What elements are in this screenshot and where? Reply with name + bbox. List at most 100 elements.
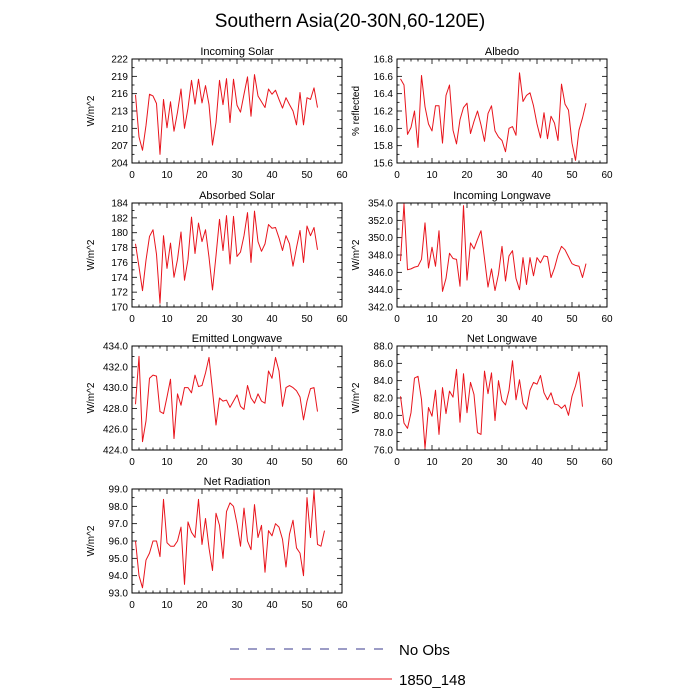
x-tick-label: 0 [394,457,400,468]
x-tick-label: 60 [336,600,348,611]
y-tick-label: 430.0 [103,383,128,394]
y-tick-label: 172 [111,288,128,299]
x-tick-label: 40 [531,457,543,468]
y-tick-label: 354.0 [368,199,393,210]
x-tick-label: 10 [426,170,438,181]
panel-title-incoming-solar: Incoming Solar [200,46,274,58]
x-tick-label: 10 [161,314,173,325]
panel-title-incoming-longwave: Incoming Longwave [453,190,551,202]
x-tick-label: 40 [531,170,543,181]
series-line-1850-148-albedo [400,72,587,161]
panel-title-net-longwave: Net Longwave [467,333,537,345]
y-tick-label: 98.0 [109,502,129,513]
series-line-1850-148-net-longwave [400,360,583,449]
panel-albedo: Albedo 0 10 20 30 40 50 60 15.6 15.8 16.0 16.2 16.4 1… [351,46,613,181]
y-tick-label: 213 [111,107,128,118]
y-tick-label: 170 [111,303,128,314]
x-tick-label: 0 [129,314,135,325]
x-tick-label: 20 [461,314,473,325]
panel-net-radiation: Net Radiation 0 10 20 30 40 50 60 93.0 94.0 95.0 96… [86,476,348,611]
plot-frame-albedo [396,58,608,164]
panels-group: Incoming Solar 0 10 20 30 40 50 60 204 207 210 213 2… [86,46,613,611]
y-tick-label: 428.0 [103,404,128,415]
x-tick-label: 0 [394,314,400,325]
plot-frame-emitted-longwave [131,345,343,451]
x-tick-label: 50 [566,314,578,325]
x-tick-label: 60 [601,314,613,325]
x-tick-label: 30 [231,170,243,181]
panel-net-longwave: Net Longwave 0 10 20 30 40 50 60 76.0 78.0 80.0 82.… [351,333,613,468]
x-tick-label: 20 [196,170,208,181]
x-tick-label: 50 [301,457,313,468]
x-tick-label: 20 [196,457,208,468]
x-tick-label: 60 [601,457,613,468]
y-tick-label: 97.0 [109,519,129,530]
y-tick-label: 80.0 [374,411,394,422]
y-tick-label: 426.0 [103,425,128,436]
panel-title-absorbed-solar: Absorbed Solar [199,190,275,202]
x-tick-label: 60 [336,170,348,181]
series-line-1850-148-incoming-longwave [400,203,587,292]
panel-incoming-solar: Incoming Solar 0 10 20 30 40 50 60 204 207 210 213 2… [86,46,348,181]
y-tick-label: 82.0 [374,394,394,405]
series-line-1850-148-incoming-solar [135,74,318,155]
y-tick-label: 342.0 [368,303,393,314]
x-tick-label: 10 [161,600,173,611]
x-tick-label: 40 [531,314,543,325]
y-tick-label: 176 [111,258,128,269]
y-axis-label-net-longwave: W/m^2 [351,382,362,413]
y-tick-label: 207 [111,141,128,152]
x-tick-label: 30 [231,600,243,611]
y-tick-label: 352.0 [368,216,393,227]
y-tick-label: 182 [111,213,128,224]
y-tick-label: 16.8 [374,55,394,66]
y-tick-label: 88.0 [374,342,394,353]
y-tick-label: 86.0 [374,359,394,370]
x-tick-label: 0 [129,457,135,468]
x-tick-label: 40 [266,457,278,468]
x-tick-label: 50 [566,457,578,468]
x-tick-label: 30 [496,170,508,181]
y-axis-label-incoming-solar: W/m^2 [86,95,97,126]
x-tick-label: 30 [231,457,243,468]
x-tick-label: 40 [266,170,278,181]
x-tick-label: 0 [129,170,135,181]
x-tick-label: 30 [496,457,508,468]
panel-title-net-radiation: Net Radiation [204,476,271,488]
x-tick-label: 40 [266,314,278,325]
x-tick-label: 60 [601,170,613,181]
x-tick-label: 0 [394,170,400,181]
legend: No Obs 1850_148 [230,642,466,689]
y-tick-label: 15.8 [374,141,394,152]
panel-absorbed-solar: Absorbed Solar 0 10 20 30 40 50 60 170 172 174 176 1… [86,190,348,325]
y-tick-label: 184 [111,199,128,210]
x-tick-label: 50 [301,600,313,611]
x-tick-label: 50 [301,170,313,181]
x-tick-label: 50 [301,314,313,325]
y-tick-label: 346.0 [368,268,393,279]
x-tick-label: 50 [566,170,578,181]
x-tick-label: 20 [461,457,473,468]
x-tick-label: 10 [161,170,173,181]
x-tick-label: 30 [231,314,243,325]
y-axis-label-absorbed-solar: W/m^2 [86,239,97,270]
y-tick-label: 84.0 [374,376,394,387]
y-tick-label: 15.6 [374,159,394,170]
y-tick-label: 216 [111,89,128,100]
y-tick-label: 16.6 [374,72,394,83]
y-tick-label: 94.0 [109,571,129,582]
y-tick-label: 434.0 [103,342,128,353]
series-line-1850-148-net-radiation [135,490,325,589]
x-tick-label: 10 [161,457,173,468]
panel-emitted-longwave: Emitted Longwave 0 10 20 30 40 50 60 424.0 426.0 4… [86,333,348,468]
y-tick-label: 180 [111,228,128,239]
y-tick-label: 16.0 [374,124,394,135]
y-axis-label-albedo: % reflected [351,86,362,136]
y-tick-label: 93.0 [109,589,129,600]
legend-label-1850-148: 1850_148 [399,672,466,689]
y-tick-label: 348.0 [368,251,393,262]
y-tick-label: 219 [111,72,128,83]
x-tick-label: 20 [196,600,208,611]
plot-frame-incoming-longwave [396,202,608,308]
